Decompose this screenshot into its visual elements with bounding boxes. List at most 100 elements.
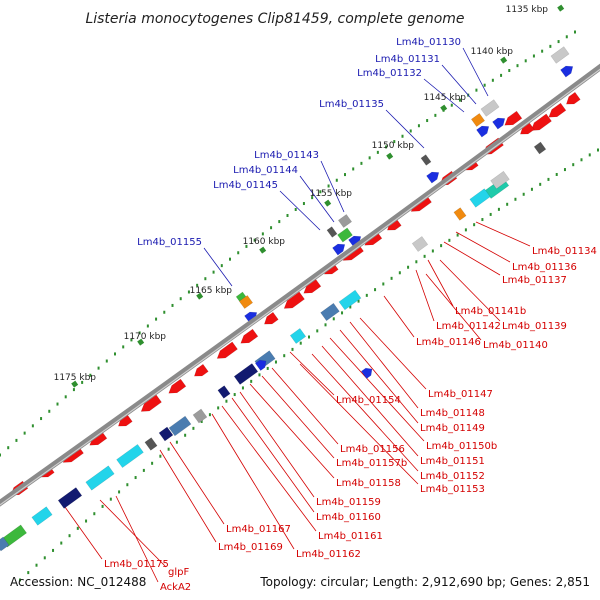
outer-dot-track-dot bbox=[475, 88, 478, 92]
scale-tick-label: 1155 kbp bbox=[310, 189, 353, 199]
feature-block-outer bbox=[480, 99, 500, 117]
leader-line bbox=[329, 337, 425, 442]
outer-dot-track-dot bbox=[450, 103, 453, 107]
inner-dot-track-dot bbox=[390, 276, 393, 280]
inner-dot-track-dot bbox=[514, 197, 517, 201]
label-leader-lines bbox=[59, 47, 531, 583]
outer-dot-track-dot bbox=[204, 277, 207, 281]
gene-label-below: Lm4b_01157b bbox=[336, 458, 407, 469]
gene-label-below: Lm4b_01147 bbox=[428, 389, 493, 400]
leader-line bbox=[441, 64, 477, 105]
outer-dot-track-dot bbox=[245, 244, 248, 248]
feature-block bbox=[158, 426, 174, 442]
inner-dot-track-dot bbox=[225, 399, 228, 403]
inner-dot-track-dot bbox=[398, 271, 401, 275]
outer-dot-track-dot bbox=[105, 359, 108, 363]
accession-text: Accession: NC_012488 bbox=[10, 575, 146, 589]
outer-dot-track-dot bbox=[483, 83, 486, 87]
scale-tick-label: 1175 kbp bbox=[54, 373, 97, 383]
outer-dot-track-dot bbox=[56, 402, 59, 406]
gene-label-below: Lm4b_01134 bbox=[532, 246, 597, 257]
feature-arrow-blue bbox=[492, 117, 506, 130]
outer-dot-track-dot bbox=[393, 140, 396, 144]
inner-dot-track-dot bbox=[126, 483, 129, 487]
outer-dot-track-dot bbox=[171, 303, 174, 307]
leader-line bbox=[221, 405, 317, 532]
map-title: Listeria monocytogenes Clip81459, comple… bbox=[85, 11, 464, 27]
leader-line bbox=[427, 259, 454, 307]
leader-line bbox=[339, 329, 419, 424]
feature-arrow-red bbox=[283, 291, 305, 309]
outer-dot-track-dot bbox=[557, 40, 560, 44]
scale-tick-mark bbox=[259, 246, 267, 254]
inner-dot-track-dot bbox=[530, 187, 533, 191]
inner-dot-track-dot bbox=[563, 168, 566, 172]
inner-dot-track-dot bbox=[572, 163, 575, 167]
gene-label-above: Lm4b_01143 bbox=[254, 150, 319, 161]
scale-tick-mark bbox=[196, 292, 204, 300]
feature-arrow-blue bbox=[332, 243, 346, 256]
inner-dot-track-dot bbox=[19, 578, 21, 582]
inner-dot-track-dot bbox=[365, 293, 368, 297]
inner-dot-track-dot bbox=[208, 413, 211, 417]
inner-dot-track-dot bbox=[456, 233, 459, 237]
feature-block bbox=[57, 487, 83, 509]
gene-label-above: Lm4b_01155 bbox=[137, 237, 202, 248]
gene-label-below: Lm4b_01142 bbox=[436, 321, 501, 332]
outer-dot-track-dot bbox=[31, 424, 34, 428]
leader-line bbox=[203, 247, 233, 287]
feature-arrow-blue bbox=[426, 171, 440, 184]
outer-dot-track-dot bbox=[97, 366, 100, 370]
scale-tick-label: 1160 kbp bbox=[243, 237, 286, 247]
leader-line bbox=[289, 351, 335, 396]
scale-ticks bbox=[71, 4, 565, 388]
outer-dot-track-dot bbox=[409, 129, 412, 133]
leader-line bbox=[279, 190, 321, 231]
inner-dot-track-dot bbox=[580, 158, 583, 162]
inner-dot-track-dot bbox=[167, 447, 170, 451]
gene-labels: Lm4b_01130 Lm4b_01131 Lm4b_01132 Lm4b_01135… bbox=[104, 37, 597, 593]
feature-arrow-blue bbox=[476, 125, 490, 138]
leader-line bbox=[299, 175, 335, 223]
feature-block bbox=[0, 536, 10, 552]
genome-backbone bbox=[0, 63, 600, 507]
inner-dot-track-dot bbox=[431, 249, 434, 253]
feature-block-outer bbox=[337, 214, 353, 228]
outer-dot-track-dot bbox=[237, 251, 240, 255]
gene-label-below: Lm4b_01175 bbox=[104, 559, 169, 570]
leader-line bbox=[249, 383, 335, 479]
leader-line bbox=[211, 413, 295, 550]
gene-label-below: Lm4b_01158 bbox=[336, 478, 401, 489]
inner-dot-track-dot bbox=[134, 476, 137, 480]
leader-line bbox=[320, 160, 345, 213]
outer-dot-track-dot bbox=[368, 156, 371, 160]
feature-block bbox=[320, 302, 340, 322]
feature-block bbox=[217, 385, 231, 399]
scale-tick-mark bbox=[386, 152, 394, 160]
gene-label-below: Lm4b_01137 bbox=[502, 275, 567, 286]
inner-dot-track-dot bbox=[547, 177, 550, 181]
inner-dot-track-dot bbox=[308, 335, 310, 339]
feature-arrow-red bbox=[263, 311, 279, 325]
leader-line bbox=[159, 449, 217, 543]
outer-dot-track-dot bbox=[64, 395, 67, 399]
gene-label-above: Lm4b_01144 bbox=[233, 165, 298, 176]
inner-dot-track-dot bbox=[555, 172, 558, 176]
gene-label-below: Lm4b_01148 bbox=[420, 408, 485, 419]
leader-line bbox=[423, 78, 465, 113]
feature-arrow-red bbox=[216, 341, 238, 359]
scale-tick-label: 1140 kbp bbox=[471, 47, 514, 57]
leader-line bbox=[321, 345, 419, 457]
inner-dot-track-dot bbox=[299, 341, 302, 345]
inner-dot-track-dot bbox=[473, 223, 476, 227]
outer-dot-track-dot bbox=[360, 161, 363, 165]
inner-dot-track-dot bbox=[109, 497, 112, 501]
leader-line bbox=[455, 231, 511, 263]
leader-line bbox=[385, 109, 425, 149]
genome-summary-text: Topology: circular; Length: 2,912,690 bp… bbox=[259, 575, 590, 589]
gene-label-above: Lm4b_01135 bbox=[319, 99, 384, 110]
leader-line bbox=[59, 499, 103, 560]
inner-dot-track-dot bbox=[341, 311, 344, 315]
feature-block bbox=[168, 415, 192, 437]
